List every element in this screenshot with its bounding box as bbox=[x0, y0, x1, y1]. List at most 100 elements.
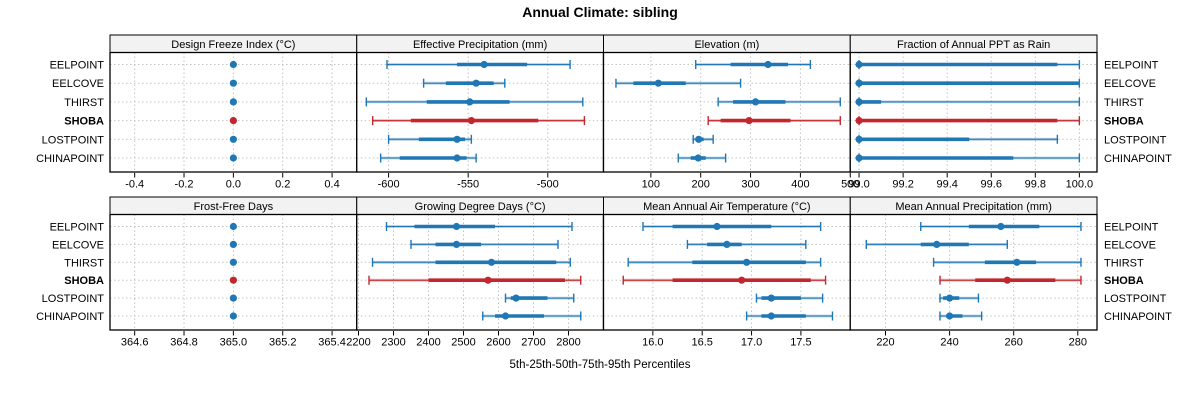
percentile-whisker bbox=[642, 222, 822, 231]
panel: Design Freeze Index (°C) -0.4 -0.2 0.0 0.2 0.… bbox=[109, 34, 358, 191]
station-label-left: EELCOVE bbox=[52, 78, 104, 90]
median-dot bbox=[452, 240, 461, 248]
median-dot bbox=[512, 294, 520, 302]
percentile-whisker bbox=[229, 240, 237, 248]
axis-tick-label: 220 bbox=[876, 337, 894, 349]
axis-tick-label: -500 bbox=[537, 179, 559, 191]
axis-tick-label: 16.5 bbox=[691, 337, 712, 349]
median-dot bbox=[229, 117, 237, 125]
axis-tick-label: 100.0 bbox=[1066, 179, 1094, 191]
median-dot bbox=[694, 154, 702, 162]
median-dot bbox=[855, 135, 863, 143]
station-label-right: THIRST bbox=[1104, 97, 1144, 109]
axis-tick-label: 0.4 bbox=[324, 179, 339, 191]
panel: Elevation (m) 100 200 300 400 500 bbox=[602, 34, 859, 191]
median-dot bbox=[723, 240, 731, 248]
plot-area bbox=[356, 214, 604, 330]
percentile-whisker bbox=[745, 311, 834, 321]
median-dot bbox=[945, 294, 954, 302]
axis-tick-label: 2200 bbox=[346, 337, 370, 349]
station-label-left: SHOBA bbox=[64, 275, 104, 287]
median-dot bbox=[229, 79, 237, 87]
axis-tick-label: 2500 bbox=[451, 337, 475, 349]
station-label-left: SHOBA bbox=[64, 116, 104, 128]
axis-tick-label: 100 bbox=[642, 179, 660, 191]
axis-tick-label: 2800 bbox=[556, 337, 580, 349]
panel: Frost-Free Days 364.6 364.8 365.0 365.2 365.4 bbox=[109, 196, 358, 349]
panel-title: Design Freeze Index (°C) bbox=[171, 39, 295, 51]
percentile-whisker bbox=[229, 135, 237, 143]
percentile-whisker bbox=[677, 153, 727, 163]
axis-tick-label: 99.0 bbox=[848, 179, 869, 191]
median-dot bbox=[229, 135, 237, 143]
median-dot bbox=[654, 79, 662, 87]
median-dot bbox=[764, 60, 772, 69]
median-dot bbox=[229, 222, 237, 231]
median-dot bbox=[855, 154, 863, 162]
percentile-whisker bbox=[422, 78, 506, 88]
axis-tick-label: 99.4 bbox=[936, 179, 957, 191]
percentile-whisker bbox=[717, 97, 841, 107]
percentile-whisker bbox=[368, 275, 582, 285]
axis-tick-label: 99.2 bbox=[892, 179, 913, 191]
percentile-whisker bbox=[410, 239, 559, 249]
percentile-whisker bbox=[932, 257, 1082, 267]
axis-tick-label: -0.4 bbox=[125, 179, 144, 191]
percentile-whisker bbox=[482, 311, 582, 321]
station-label-right: CHINAPOINT bbox=[1104, 153, 1172, 165]
percentile-whisker bbox=[855, 116, 1081, 126]
station-label-right: THIRST bbox=[1104, 257, 1144, 269]
panel: Effective Precipitation (mm) -600 -550 -500 bbox=[356, 34, 605, 191]
plot-area bbox=[850, 52, 1097, 172]
station-label-right: SHOBA bbox=[1104, 116, 1144, 128]
median-dot bbox=[229, 312, 237, 320]
percentile-whisker bbox=[504, 293, 575, 303]
axis-tick-label: 2400 bbox=[416, 337, 440, 349]
percentile-whisker bbox=[386, 60, 571, 69]
axis-tick-label: 2700 bbox=[521, 337, 545, 349]
axis-tick-label: 300 bbox=[741, 179, 759, 191]
median-dot bbox=[229, 258, 237, 266]
station-label-left: THIRST bbox=[64, 97, 104, 109]
panel-title: Frost-Free Days bbox=[194, 201, 274, 213]
station-label-right: CHINAPOINT bbox=[1104, 311, 1172, 323]
percentile-whisker bbox=[855, 78, 1081, 88]
median-dot bbox=[452, 222, 461, 231]
median-dot bbox=[487, 258, 496, 266]
station-label-right: EELPOINT bbox=[1104, 222, 1159, 234]
axis-tick-label: 400 bbox=[791, 179, 809, 191]
station-label-left: LOSTPOINT bbox=[42, 134, 105, 146]
axis-tick-label: 280 bbox=[1069, 337, 1087, 349]
percentile-whisker bbox=[686, 239, 807, 249]
median-dot bbox=[738, 276, 746, 284]
panel-title: Fraction of Annual PPT as Rain bbox=[897, 39, 1050, 51]
axis-tick-label: 365.4 bbox=[318, 337, 346, 349]
plot-area bbox=[603, 214, 851, 330]
percentile-whisker bbox=[371, 257, 571, 267]
station-label-left: CHINAPOINT bbox=[36, 153, 104, 165]
axis-tick-label: 364.6 bbox=[121, 337, 149, 349]
median-dot bbox=[855, 79, 863, 87]
percentile-whisker bbox=[692, 134, 714, 144]
median-dot bbox=[480, 60, 488, 69]
plot-area bbox=[110, 52, 357, 172]
percentile-whisker bbox=[229, 98, 237, 106]
percentile-whisker bbox=[707, 116, 841, 126]
median-dot bbox=[933, 240, 941, 248]
plot-area bbox=[356, 52, 604, 172]
median-dot bbox=[945, 312, 954, 320]
station-label-left: EELPOINT bbox=[50, 222, 105, 234]
axis-tick-label: 0.0 bbox=[226, 179, 241, 191]
station-label-right: SHOBA bbox=[1104, 275, 1144, 287]
percentile-whisker bbox=[939, 311, 983, 321]
station-label-left: EELCOVE bbox=[52, 239, 104, 251]
axis-tick-label: 365.0 bbox=[220, 337, 248, 349]
percentile-whisker bbox=[385, 222, 573, 231]
percentile-whisker bbox=[627, 257, 822, 267]
percentile-whisker bbox=[695, 60, 812, 69]
percentile-whisker bbox=[229, 258, 237, 266]
percentile-whisker bbox=[229, 117, 237, 125]
percentile-whisker bbox=[865, 239, 1008, 249]
station-label-right: EELCOVE bbox=[1104, 78, 1156, 90]
